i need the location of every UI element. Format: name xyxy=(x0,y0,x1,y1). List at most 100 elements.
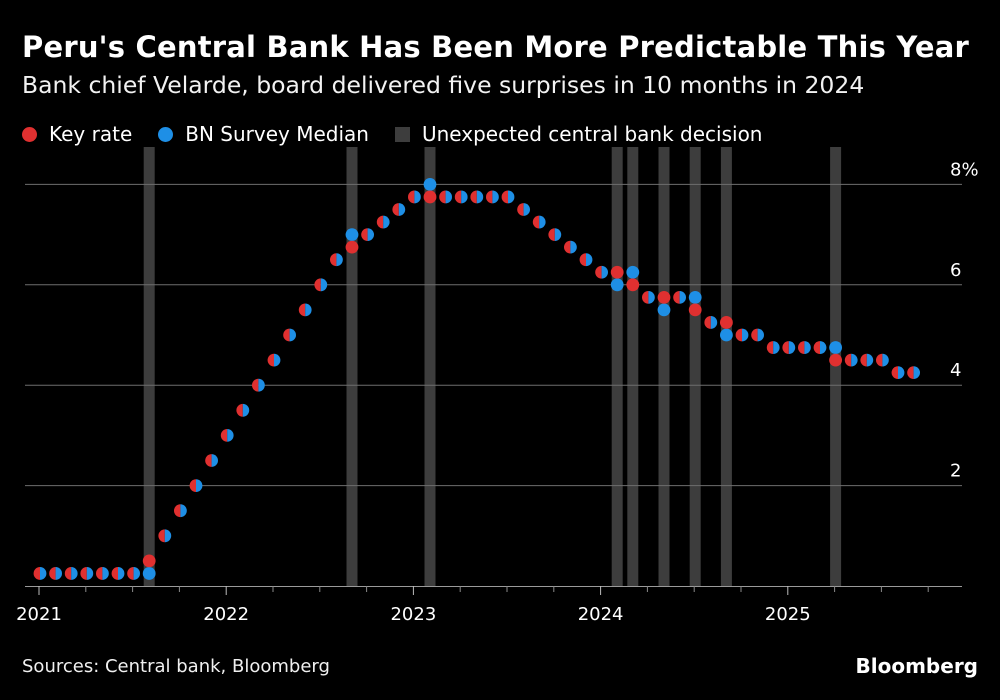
rate-point xyxy=(314,278,328,292)
survey-median-half xyxy=(539,215,546,229)
survey-median-half xyxy=(788,341,796,354)
key-rate-half xyxy=(439,190,446,204)
rate-point xyxy=(735,328,749,342)
unexpected-decision-swatch-icon xyxy=(394,126,410,142)
survey-median-half xyxy=(86,567,94,580)
key-rate-half xyxy=(579,253,586,267)
x-tick-label: 2022 xyxy=(203,604,249,625)
rate-point xyxy=(189,479,203,492)
rate-point xyxy=(439,190,452,204)
survey-median-half xyxy=(523,203,530,216)
rate-point xyxy=(673,290,686,304)
rate-point xyxy=(205,454,218,467)
survey-median-half xyxy=(679,290,686,304)
key-rate-half xyxy=(189,479,196,492)
rate-point xyxy=(517,203,530,216)
unexpected-decision-bar xyxy=(689,147,701,586)
survey-median-half xyxy=(508,190,515,204)
key-rate-point xyxy=(142,554,156,568)
legend-item-key-rate: Key rate xyxy=(22,122,132,146)
rate-point xyxy=(704,316,718,329)
key-rate-half xyxy=(704,316,711,329)
key-rate-point xyxy=(610,265,624,279)
key-rate-half xyxy=(407,190,415,204)
x-tick-label: 2024 xyxy=(578,604,624,625)
unexpected-decision-bar xyxy=(424,147,436,586)
survey-median-half xyxy=(757,328,764,342)
y-tick-label: 4 xyxy=(950,360,961,381)
key-rate-half xyxy=(548,228,555,241)
rate-point xyxy=(642,290,655,304)
survey-median-half xyxy=(898,366,905,380)
survey-median-half xyxy=(866,353,874,367)
brand-logo: Bloomberg xyxy=(855,654,978,678)
key-rate-half xyxy=(96,567,103,580)
survey-median-half xyxy=(71,567,78,580)
key-rate-half xyxy=(532,215,540,229)
survey-median-half xyxy=(710,316,718,329)
chart-title: Peru's Central Bank Has Been More Predic… xyxy=(22,30,970,64)
key-rate-half xyxy=(252,378,259,392)
key-rate-point xyxy=(423,190,437,204)
key-rate-half xyxy=(33,567,40,580)
key-rate-point xyxy=(657,290,671,304)
chart-subtitle: Bank chief Velarde, board delivered five… xyxy=(22,71,865,99)
rate-point xyxy=(907,366,920,380)
key-rate-half xyxy=(329,253,337,267)
key-rate-half xyxy=(642,290,649,304)
rate-point xyxy=(283,328,296,342)
key-rate-half xyxy=(813,341,820,354)
survey-median-point xyxy=(142,567,156,580)
rate-point xyxy=(80,567,94,580)
survey-median-half xyxy=(133,567,140,580)
survey-median-half xyxy=(742,328,749,342)
rate-point xyxy=(891,366,905,380)
survey-median-half xyxy=(648,290,655,304)
rate-point xyxy=(454,190,468,204)
key-rate-half xyxy=(517,203,524,216)
legend-label-survey: BN Survey Median xyxy=(185,122,369,146)
key-rate-half xyxy=(127,567,134,580)
key-rate-half xyxy=(735,328,742,342)
survey-median-half xyxy=(118,567,125,580)
legend-item-surprise: Unexpected central bank decision xyxy=(394,122,763,146)
survey-median-half xyxy=(414,190,421,204)
key-rate-point xyxy=(688,303,702,317)
key-rate-half xyxy=(314,278,321,292)
rate-point xyxy=(64,567,78,580)
key-rate-half xyxy=(470,190,477,204)
key-rate-half xyxy=(595,265,602,279)
legend: Key rate BN Survey Median Unexpected cen… xyxy=(22,121,789,147)
rate-point xyxy=(111,567,125,580)
key-rate-half xyxy=(376,215,384,229)
survey-median-point xyxy=(610,278,624,292)
key-rate-half xyxy=(111,567,118,580)
key-rate-half xyxy=(798,341,805,354)
source-note: Sources: Central bank, Bloomberg xyxy=(22,656,330,677)
rate-point xyxy=(174,504,187,518)
survey-median-half xyxy=(601,265,608,279)
survey-median-half xyxy=(55,567,62,580)
survey-median-half xyxy=(586,253,593,267)
x-tick-label: 2023 xyxy=(390,604,436,625)
rate-point xyxy=(876,353,889,367)
rate-point xyxy=(798,341,811,354)
key-rate-half xyxy=(844,353,852,367)
key-rate-swatch-icon xyxy=(22,126,37,142)
rate-point xyxy=(579,253,593,267)
survey-median-half xyxy=(554,228,562,241)
rate-point xyxy=(407,190,421,204)
unexpected-decision-bar xyxy=(720,147,732,586)
survey-median-half xyxy=(570,240,577,254)
key-rate-point xyxy=(345,240,359,254)
rate-point xyxy=(548,228,562,241)
x-tick-label: 2021 xyxy=(16,604,62,625)
survey-median-half xyxy=(40,567,47,580)
survey-median-half xyxy=(274,353,281,367)
rate-point xyxy=(485,190,499,204)
unexpected-decision-bar xyxy=(143,147,155,586)
y-tick-label: 6 xyxy=(950,260,961,281)
key-rate-half xyxy=(485,190,493,204)
unexpected-decision-bar xyxy=(346,147,358,586)
rate-point xyxy=(844,353,858,367)
